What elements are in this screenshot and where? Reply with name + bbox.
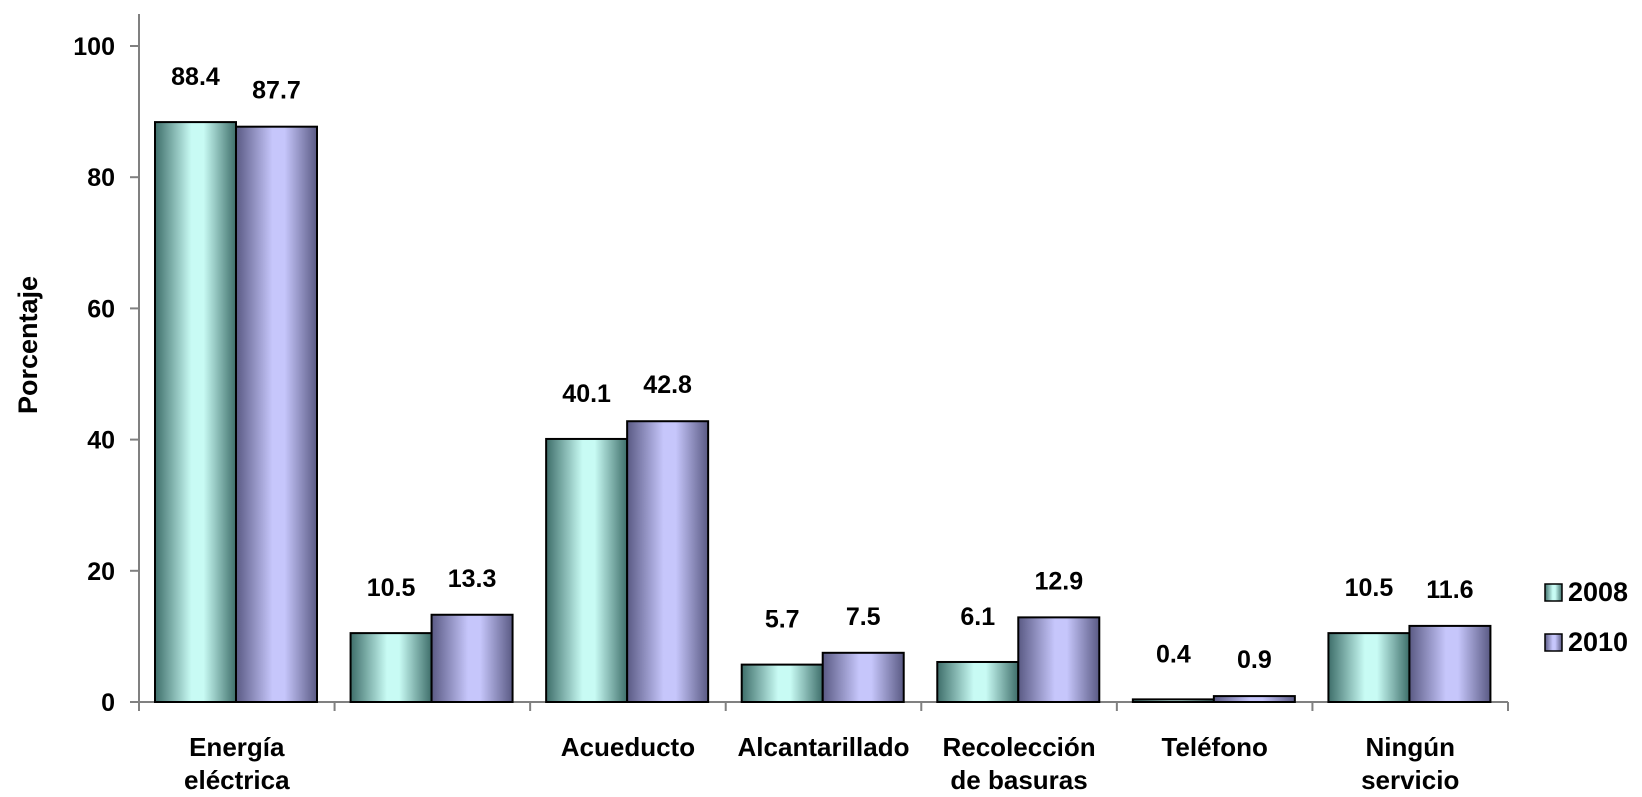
x-category-label: Teléfono bbox=[1161, 732, 1267, 762]
data-label-2010-5: 0.9 bbox=[1237, 646, 1272, 674]
data-labels: 88.4 87.7 10.5 13.3 40.1 42.8 5.7 7.5 6.1 12.9 0.4… bbox=[171, 63, 1473, 674]
x-category-label: Acueducto bbox=[561, 732, 695, 762]
y-tick-label: 0 bbox=[101, 689, 115, 717]
x-category-labels: Energía eléctrica Acueducto Alcantarillado R… bbox=[184, 732, 1459, 795]
bars bbox=[154, 121, 1492, 704]
data-label-2010-1: 13.3 bbox=[448, 565, 497, 593]
legend: 2008 2010 bbox=[1544, 577, 1628, 657]
bar-2008-6 bbox=[1327, 632, 1411, 703]
bar-2010-0 bbox=[235, 125, 318, 704]
bar-2010-4 bbox=[1017, 616, 1101, 703]
x-category-label: servicio bbox=[1361, 765, 1459, 792]
bar-2010-6 bbox=[1408, 624, 1492, 703]
bar-2008-3 bbox=[740, 663, 824, 703]
data-label-2008-1: 10.5 bbox=[367, 574, 416, 602]
legend-label-2008: 2008 bbox=[1568, 577, 1628, 607]
y-tick-label: 40 bbox=[87, 427, 115, 455]
y-axis-title: Porcentaje bbox=[13, 276, 43, 414]
legend-swatch-2010 bbox=[1544, 633, 1563, 652]
y-tick-label: 20 bbox=[87, 558, 115, 586]
data-label-2010-4: 12.9 bbox=[1034, 567, 1083, 595]
data-label-2010-2: 42.8 bbox=[643, 371, 692, 399]
y-tick-label: 100 bbox=[73, 33, 115, 61]
x-category-label: Ningún bbox=[1365, 732, 1455, 762]
bar-2008-1 bbox=[349, 632, 433, 703]
bar-2010-3 bbox=[821, 651, 905, 703]
bar-2008-4 bbox=[936, 660, 1020, 704]
data-label-2008-2: 40.1 bbox=[562, 380, 611, 408]
x-category-label: de basuras bbox=[950, 765, 1087, 792]
y-tick-label: 60 bbox=[87, 295, 115, 323]
bar-2008-5 bbox=[1131, 698, 1215, 703]
data-label-2010-3: 7.5 bbox=[846, 603, 881, 631]
bar-2008-2 bbox=[545, 437, 629, 703]
data-label-2008-5: 0.4 bbox=[1156, 640, 1191, 668]
data-label-2008-4: 6.1 bbox=[960, 603, 995, 631]
data-label-2008-3: 5.7 bbox=[765, 606, 800, 634]
bar-2010-1 bbox=[430, 613, 514, 704]
data-label-2008-6: 10.5 bbox=[1345, 574, 1394, 602]
x-category-label: Alcantarillado bbox=[738, 732, 910, 762]
bar-2010-2 bbox=[626, 420, 710, 703]
data-label-2010-0: 87.7 bbox=[252, 77, 301, 105]
data-label-2010-6: 11.6 bbox=[1426, 576, 1473, 604]
bar-2008-0 bbox=[154, 121, 237, 703]
x-category-label: Recolección bbox=[942, 732, 1095, 762]
legend-label-2010: 2010 bbox=[1568, 627, 1628, 657]
x-category-label: eléctrica bbox=[184, 765, 290, 792]
legend-swatch-2008 bbox=[1544, 583, 1563, 602]
y-tick-label: 80 bbox=[87, 164, 115, 192]
data-label-2008-0: 88.4 bbox=[171, 63, 220, 91]
x-category-label: Energía bbox=[189, 732, 285, 762]
bar-2010-5 bbox=[1212, 695, 1296, 704]
